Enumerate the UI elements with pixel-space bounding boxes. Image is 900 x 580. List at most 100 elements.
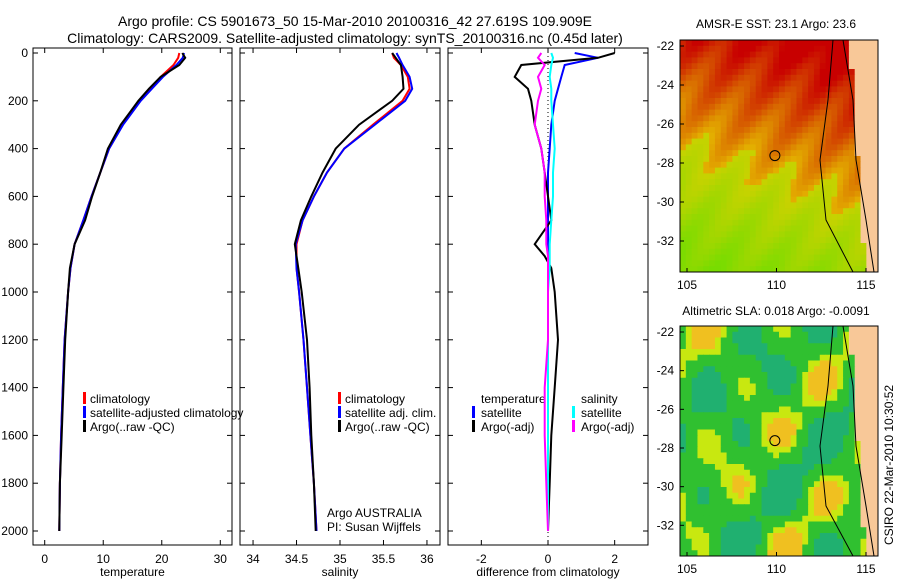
map-cell — [767, 538, 774, 545]
x-tick-label: 10 — [97, 552, 111, 566]
map-cell — [854, 343, 862, 350]
map-cell — [744, 138, 751, 145]
map-cell — [767, 469, 774, 476]
map-cell — [784, 492, 792, 499]
map-cell — [744, 372, 751, 379]
map-cell — [854, 395, 862, 402]
map-cell — [720, 98, 728, 105]
map-cell — [732, 521, 739, 528]
map-cell — [796, 63, 803, 70]
map-cell — [843, 400, 850, 407]
map-cell — [854, 57, 862, 64]
map-cell — [837, 435, 844, 442]
map-cell — [726, 86, 733, 93]
map-cell — [697, 219, 704, 227]
map-cell — [790, 150, 797, 157]
map-cell — [813, 51, 821, 58]
map-cell — [784, 349, 792, 356]
map-cell — [749, 225, 757, 232]
map-cell — [732, 406, 739, 413]
map-cell — [744, 406, 751, 413]
map-cell — [808, 103, 815, 111]
map-cell — [837, 331, 844, 338]
map-lon-label: 105 — [677, 278, 697, 292]
map-cell — [813, 464, 821, 471]
map-cell — [738, 243, 745, 250]
map-cell — [843, 469, 850, 476]
map-cell — [802, 458, 809, 465]
map-cell — [837, 196, 844, 203]
map-cell — [691, 237, 698, 244]
map-cell — [784, 74, 792, 82]
map-cell — [837, 521, 844, 528]
map-cell — [726, 331, 733, 338]
map-cell — [720, 150, 728, 157]
map-cell — [860, 103, 867, 111]
map-cell — [703, 248, 710, 256]
map-cell — [720, 45, 728, 53]
map-cell — [720, 504, 728, 511]
map-cell — [767, 190, 774, 198]
map-cell — [837, 266, 844, 273]
map-cell — [802, 389, 809, 396]
map-cell — [697, 481, 704, 488]
map-cell — [784, 475, 792, 482]
map-cell — [843, 527, 850, 534]
map-cell — [761, 254, 768, 261]
map-cell — [685, 92, 693, 99]
map-cell — [691, 254, 698, 261]
map-cell — [872, 395, 879, 402]
map-cell — [773, 173, 780, 180]
map-cell — [714, 231, 722, 238]
map-cell — [796, 446, 803, 453]
map-cell — [738, 372, 745, 379]
map-cell — [779, 103, 786, 111]
map-cell — [773, 45, 780, 53]
map-cell — [825, 389, 832, 396]
map-cell — [685, 69, 693, 76]
map-cell — [703, 504, 710, 511]
map-cell — [825, 167, 832, 174]
map-cell — [744, 349, 751, 356]
map-cell — [755, 521, 763, 528]
map-cell — [784, 138, 792, 145]
map-cell — [813, 337, 821, 344]
map-cell — [703, 510, 710, 517]
map-cell — [761, 115, 768, 122]
map-cell — [825, 74, 832, 82]
map-cell — [691, 115, 698, 122]
map-cell — [726, 202, 733, 209]
map-cell — [767, 243, 774, 250]
map-cell — [802, 185, 809, 192]
map-cell — [738, 167, 745, 174]
map-cell — [802, 40, 809, 47]
map-cell — [691, 492, 698, 499]
map-cell — [720, 132, 728, 140]
map-cell — [813, 266, 821, 273]
map-cell — [779, 326, 786, 333]
map-cell — [732, 92, 739, 99]
map-cell — [685, 190, 693, 198]
map-cell — [837, 349, 844, 356]
map-cell — [685, 115, 693, 122]
map-cell — [813, 400, 821, 407]
map-cell — [767, 326, 774, 333]
map-cell — [779, 132, 786, 140]
map-cell — [843, 103, 850, 111]
map-cell — [738, 179, 745, 186]
map-cell — [709, 202, 716, 209]
map-cell — [779, 389, 786, 396]
sst-map-title: AMSR-E SST: 23.1 Argo: 23.6 — [696, 17, 856, 31]
map-cell — [872, 475, 879, 482]
map-cell — [691, 98, 698, 105]
map-cell — [744, 74, 751, 82]
map-cell — [843, 196, 850, 203]
map-cell — [749, 372, 757, 379]
map-cell — [866, 441, 873, 448]
map-cell — [866, 103, 873, 111]
map-cell — [697, 214, 704, 221]
map-cell — [726, 260, 733, 267]
map-cell — [709, 231, 716, 238]
